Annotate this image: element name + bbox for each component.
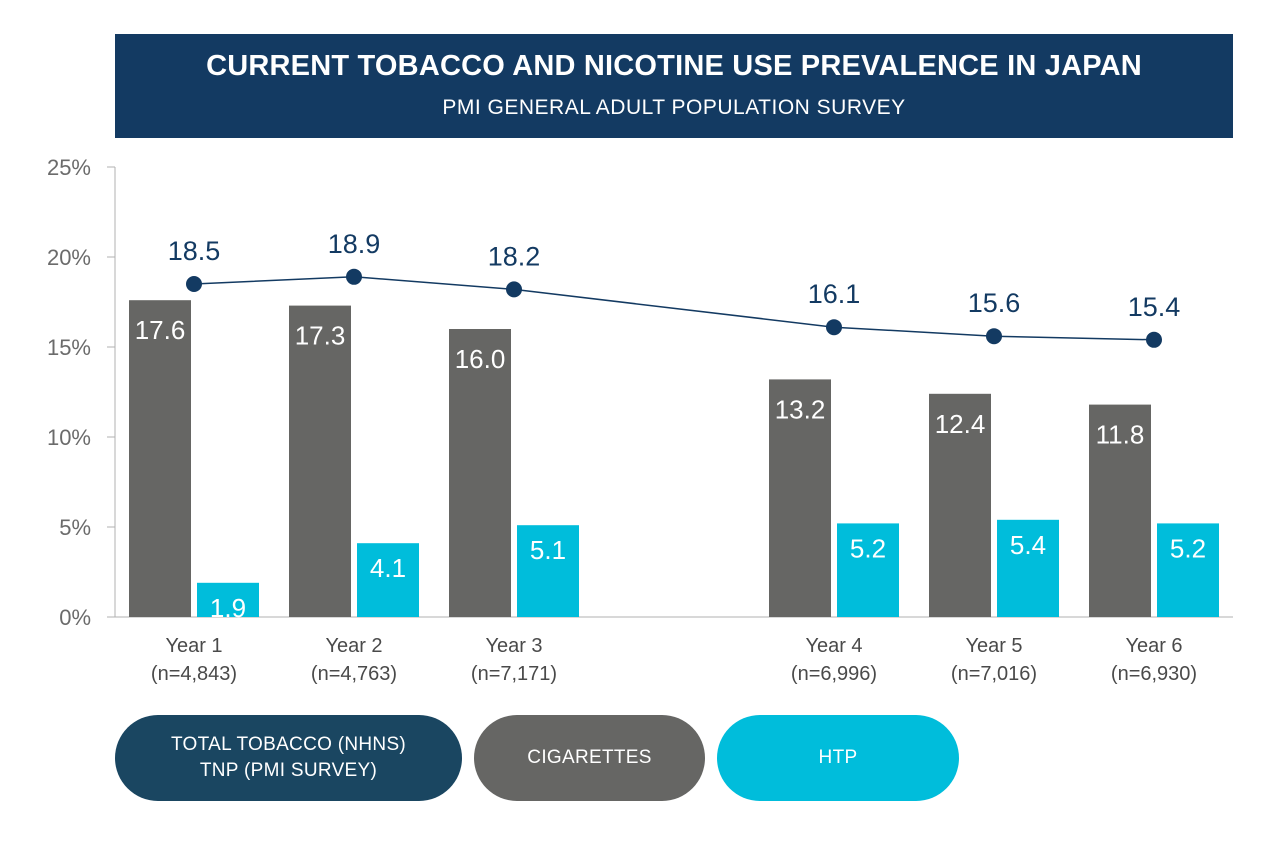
cigarettes-bar (1089, 404, 1151, 617)
legend-cigarettes-label: CIGARETTES (527, 747, 652, 768)
total-tobacco-point (986, 328, 1002, 345)
x-category-sublabel: (n=7,171) (471, 663, 557, 685)
chart-subtitle: PMI GENERAL ADULT POPULATION SURVEY (442, 96, 906, 119)
total-tobacco-point (506, 281, 522, 298)
y-tick-label: 25% (47, 155, 91, 180)
total-tobacco-value-label: 18.2 (488, 241, 541, 271)
total-tobacco-value-label: 18.5 (168, 236, 221, 266)
x-category-sublabel: (n=6,930) (1111, 663, 1197, 685)
cigarettes-value-label: 16.0 (455, 344, 506, 374)
chart-title: CURRENT TOBACCO AND NICOTINE USE PREVALE… (206, 50, 1142, 82)
legend-total-line1: TOTAL TOBACCO (NHNS) (170, 734, 407, 755)
cigarettes-bar (449, 329, 511, 617)
cigarettes-value-label: 13.2 (775, 394, 826, 424)
total-tobacco-point (186, 276, 202, 292)
total-tobacco-value-label: 15.4 (1128, 292, 1181, 322)
x-category-label: Year 1 (165, 635, 222, 657)
x-category-sublabel: (n=4,763) (311, 663, 397, 685)
total-tobacco-point (1146, 331, 1162, 348)
y-tick-label: 10% (47, 425, 91, 450)
total-tobacco-line (193, 276, 1155, 341)
cigarettes-value-label: 12.4 (935, 409, 986, 439)
x-category-label: Year 3 (485, 635, 542, 657)
total-tobacco-value-label: 16.1 (808, 279, 861, 309)
x-category-sublabel: (n=6,996) (791, 663, 877, 685)
htp-value-label: 4.1 (370, 553, 406, 583)
legend-total-line2: TNP (PMI SURVEY) (199, 760, 378, 781)
htp-value-label: 5.2 (1170, 533, 1206, 563)
y-tick-label: 5% (59, 515, 91, 540)
x-category-label: Year 4 (805, 635, 862, 657)
htp-value-label: 1.9 (210, 593, 246, 623)
prevalence-chart: 0% 5% 10% 15% 20% 25% 17.6 1.9 Year 1 (n=4,843) 17… (47, 155, 1233, 685)
total-tobacco-point (346, 268, 362, 285)
cigarettes-bar (769, 379, 831, 617)
htp-bar (1157, 523, 1219, 617)
total-tobacco-value-label: 15.6 (968, 288, 1021, 318)
cigarettes-bar (929, 393, 991, 617)
x-category-sublabel: (n=4,843) (151, 663, 237, 685)
y-tick-label: 0% (59, 605, 91, 630)
htp-bar (357, 543, 419, 617)
x-category-label: Year 6 (1125, 635, 1182, 657)
x-category-label: Year 2 (325, 635, 382, 657)
legend-htp: HTP (717, 715, 959, 801)
htp-bar (197, 582, 259, 617)
x-category-label: Year 5 (965, 635, 1022, 657)
y-tick-label: 20% (47, 245, 91, 270)
legend-cigarettes: CIGARETTES (474, 715, 705, 801)
total-tobacco-point (826, 319, 842, 336)
legend-htp-label: HTP (818, 747, 858, 768)
cigarettes-bar (129, 300, 191, 617)
chart-header-banner: CURRENT TOBACCO AND NICOTINE USE PREVALE… (115, 34, 1233, 138)
htp-value-label: 5.1 (530, 535, 566, 565)
htp-bar (517, 525, 579, 617)
y-tick-label: 15% (47, 335, 91, 360)
cigarettes-bar (289, 305, 351, 617)
x-category-sublabel: (n=7,016) (951, 663, 1037, 685)
htp-value-label: 5.2 (850, 533, 886, 563)
cigarettes-value-label: 17.3 (295, 321, 346, 351)
total-tobacco-value-label: 18.9 (328, 229, 381, 259)
cigarettes-value-label: 11.8 (1096, 420, 1145, 450)
legend-total-tobacco: TOTAL TOBACCO (NHNS) TNP (PMI SURVEY) (115, 715, 462, 801)
htp-value-label: 5.4 (1010, 530, 1046, 560)
cigarettes-value-label: 17.6 (135, 315, 186, 345)
htp-bar (997, 519, 1059, 617)
htp-bar (837, 523, 899, 617)
